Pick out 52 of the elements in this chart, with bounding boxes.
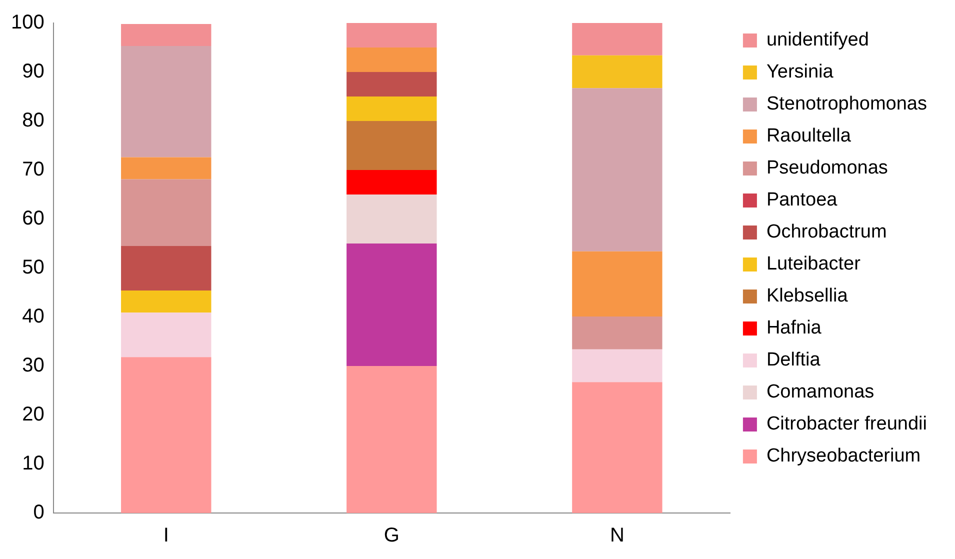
y-tick-label: 90 [22,60,44,83]
legend-label: Pseudomonas [766,158,888,179]
bar [346,23,437,48]
bar [572,23,662,56]
bar [121,24,212,46]
bar [572,316,662,350]
y-tick-label: 80 [22,110,44,132]
y-tick-label: 10 [22,452,44,475]
bar [346,72,437,96]
bar [346,96,437,121]
x-tick-label: I [163,524,169,547]
legend-label: Klebsellia [766,286,848,307]
bar [121,157,212,180]
bar [346,194,437,244]
y-tick-label: 50 [22,256,44,279]
bar [121,357,212,513]
bar [121,290,212,313]
bar [346,170,437,194]
legend-label: Hafnia [766,318,822,339]
bar [346,121,437,170]
legend-label: Luteibacter [766,254,862,275]
y-tick-label: 70 [22,158,44,181]
bar [346,244,437,366]
legend-label: Raoultella [766,126,852,147]
legend-label: Yersinia [766,62,834,83]
y-tick-label: 30 [22,354,44,377]
x-tick-label: G [384,524,400,547]
y-tick-label: 60 [22,208,44,230]
legend-label: Ochrobactrum [766,222,887,243]
y-tick-label: 20 [22,404,44,426]
legend-label: Chryseobacterium [766,446,921,467]
bar [346,48,437,72]
bar [572,349,662,382]
bar [346,366,437,513]
bar [121,179,212,246]
legend-label: Citrobacter freundii [766,414,927,435]
legend-label: Delftia [766,350,821,371]
bar [572,55,662,88]
bar [572,88,662,252]
y-tick-label: 40 [22,306,44,328]
bar [121,46,212,158]
bar [572,382,662,513]
legend-label: unidentifyed [766,30,869,51]
bar [121,246,212,291]
x-tick-label: N [610,524,624,547]
legend-label: Comamonas [766,382,874,403]
legend-label: Stenotrophomonas [766,94,928,115]
y-tick-label: 100 [10,12,44,34]
legend-label: Pantoea [766,190,838,211]
bar [572,251,662,317]
y-tick-label: 0 [33,502,44,524]
bar [121,312,212,358]
